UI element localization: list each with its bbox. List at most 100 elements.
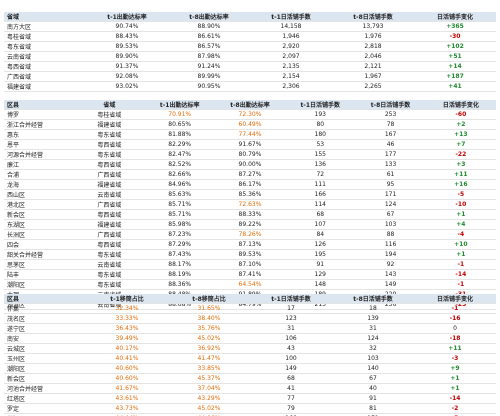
table-cell: 82.52%	[144, 159, 215, 170]
header-cell: t-1日活铺手数	[250, 12, 332, 22]
table-row: 福建省域 93.02% 90.95% 2,306 2,265 +41	[4, 81, 496, 92]
table-cell: 玉州区	[4, 353, 86, 364]
table-cell: 85.98%	[144, 219, 215, 230]
table-cell: 136	[285, 159, 356, 170]
table-cell: 84.96%	[144, 179, 215, 190]
table-cell: 195	[285, 249, 356, 260]
table-cell: 14,158	[250, 21, 332, 32]
header-cell: 区县	[4, 100, 75, 110]
table-cell: 南安	[4, 333, 86, 344]
table-cell: 粤东省域	[74, 149, 145, 160]
table-cell: 粤西省域	[74, 209, 145, 220]
table-cell: 13,793	[332, 21, 414, 32]
table-cell: 89.99%	[168, 71, 250, 82]
table-cell: 40.41%	[86, 353, 168, 364]
table-cell: 33.33%	[86, 313, 168, 324]
table-cell: 91.67%	[214, 139, 286, 150]
table-cell: 云南省域	[74, 189, 145, 200]
table-cell: 114	[285, 199, 356, 210]
table-cell: 45.02%	[168, 333, 250, 344]
table-cell: 西山区	[4, 189, 75, 200]
header-cell: t-1移筒占比	[86, 294, 168, 304]
table-row: 潮阳区 粤东省域 88.36% 64.54% 148 149 -1	[4, 279, 496, 290]
table-cell: 82.66%	[144, 169, 215, 180]
table-cell: 124	[332, 333, 414, 344]
table-cell: 91	[332, 393, 414, 404]
table-row: 恩平 粤西省域 82.29% 91.67% 53 46 +7	[4, 139, 496, 150]
table-cell: 粤东省域	[74, 279, 145, 290]
table-cell: 2,818	[332, 41, 414, 52]
table-cell: -16	[414, 313, 496, 324]
table-cell: 89.90%	[86, 51, 168, 62]
table-cell: 四会	[4, 239, 75, 250]
table-cell: +3	[425, 159, 496, 170]
table-cell: 18	[332, 303, 414, 314]
table-cell: 合浦	[4, 169, 75, 180]
header-cell: t-1出勤达标率	[144, 100, 215, 110]
table-cell: 2,306	[250, 81, 332, 92]
table-cell: 106	[250, 333, 332, 344]
table-cell: 139	[332, 313, 414, 324]
table-cell: 遂宁区	[4, 323, 86, 334]
header-row: 省域 t-1出勤达标率 t-8出勤达标率 t-1日活铺手数 t-8日活铺手数 日活铺手变化	[4, 12, 496, 22]
table-cell: 46	[355, 139, 426, 150]
table-row: 惠东 粤东省域 81.88% 77.44% 180 167 +13	[4, 129, 496, 140]
table-cell: 河池合并经营	[4, 383, 86, 394]
table-cell: +41	[414, 81, 496, 92]
table-cell: 41.67%	[86, 383, 168, 394]
table-cell: 88.36%	[144, 279, 215, 290]
table-cell: 72.30%	[214, 109, 286, 120]
table-cell: 149	[355, 279, 426, 290]
table-cell: +1	[414, 383, 496, 394]
table-cell: 40.17%	[86, 343, 168, 354]
table-cell: +187	[414, 71, 496, 82]
table-cell: 粤东省域	[4, 41, 86, 52]
table-cell: 124	[355, 199, 426, 210]
table-cell: 86.17%	[214, 179, 286, 190]
header-row: 区县 省域 t-1出勤达标率 t-8出勤达标率 t-1日活铺手数 t-8日活铺手数 日活铺手…	[4, 100, 496, 110]
table-cell: 33.85%	[168, 363, 250, 374]
table-cell: 85.36%	[214, 189, 286, 200]
table-cell: 粤东省域	[74, 129, 145, 140]
table-cell: +10	[425, 239, 496, 250]
table-cell: 80	[285, 119, 356, 130]
table-cell: 167	[355, 129, 426, 140]
table-cell: 90.74%	[86, 21, 168, 32]
table-cell: 194	[355, 249, 426, 260]
table-cell: +4	[425, 219, 496, 230]
table-row: 玉州区 40.41% 41.47% 100 103 -3	[4, 353, 496, 364]
table-cell: 粤西省域	[74, 159, 145, 170]
header-cell: 日活铺手变化	[414, 294, 496, 304]
table-cell: 龙海	[4, 179, 75, 190]
table-cell: 90.00%	[214, 159, 286, 170]
table-row: 四会 粤西省域 87.29% 87.13% 126 116 +10	[4, 239, 496, 250]
table-cell: 福建省域	[4, 81, 86, 92]
table-cell: 粤西省域	[74, 139, 145, 150]
table-row: 云城区 40.17% 36.92% 43 32 +11	[4, 343, 496, 354]
table-cell: 广西省域	[74, 199, 145, 210]
table-cell: 32.34%	[86, 303, 168, 314]
table-cell: 92.08%	[86, 71, 168, 82]
table-cell: 68	[250, 373, 332, 384]
table-cell: 韶关合并经营	[4, 249, 75, 260]
table-cell: 93.02%	[86, 81, 168, 92]
table-cell: 87.13%	[214, 239, 286, 250]
table-row: 长洲区 广西省域 87.23% 78.26% 84 88 -4	[4, 229, 496, 240]
table-cell: 82.47%	[144, 149, 215, 160]
table-cell: 133	[355, 159, 426, 170]
county-ratio-table: 区县 t-1移筒占比 t-8移筒占比 t-1日活铺手数 t-8日活铺手数 日活铺手变化 怀集…	[4, 294, 496, 416]
table-cell: 43.73%	[86, 403, 168, 414]
table-cell: 88.90%	[168, 21, 250, 32]
table-row: 博罗 粤桂省域 70.91% 72.30% 193 253 -60	[4, 109, 496, 120]
table-cell: 广西省域	[74, 229, 145, 240]
table-cell: 17	[250, 303, 332, 314]
table-cell: 港北区	[4, 199, 75, 210]
table-cell: 116	[355, 239, 426, 250]
table-cell: 100	[250, 353, 332, 364]
table-cell: 78	[355, 119, 426, 130]
table-cell: 云南省域	[4, 51, 86, 62]
table-cell: 68	[285, 209, 356, 220]
table-cell: -3	[414, 353, 496, 364]
header-cell: t-8出勤达标率	[168, 12, 250, 22]
table-cell: 70.91%	[144, 109, 215, 120]
